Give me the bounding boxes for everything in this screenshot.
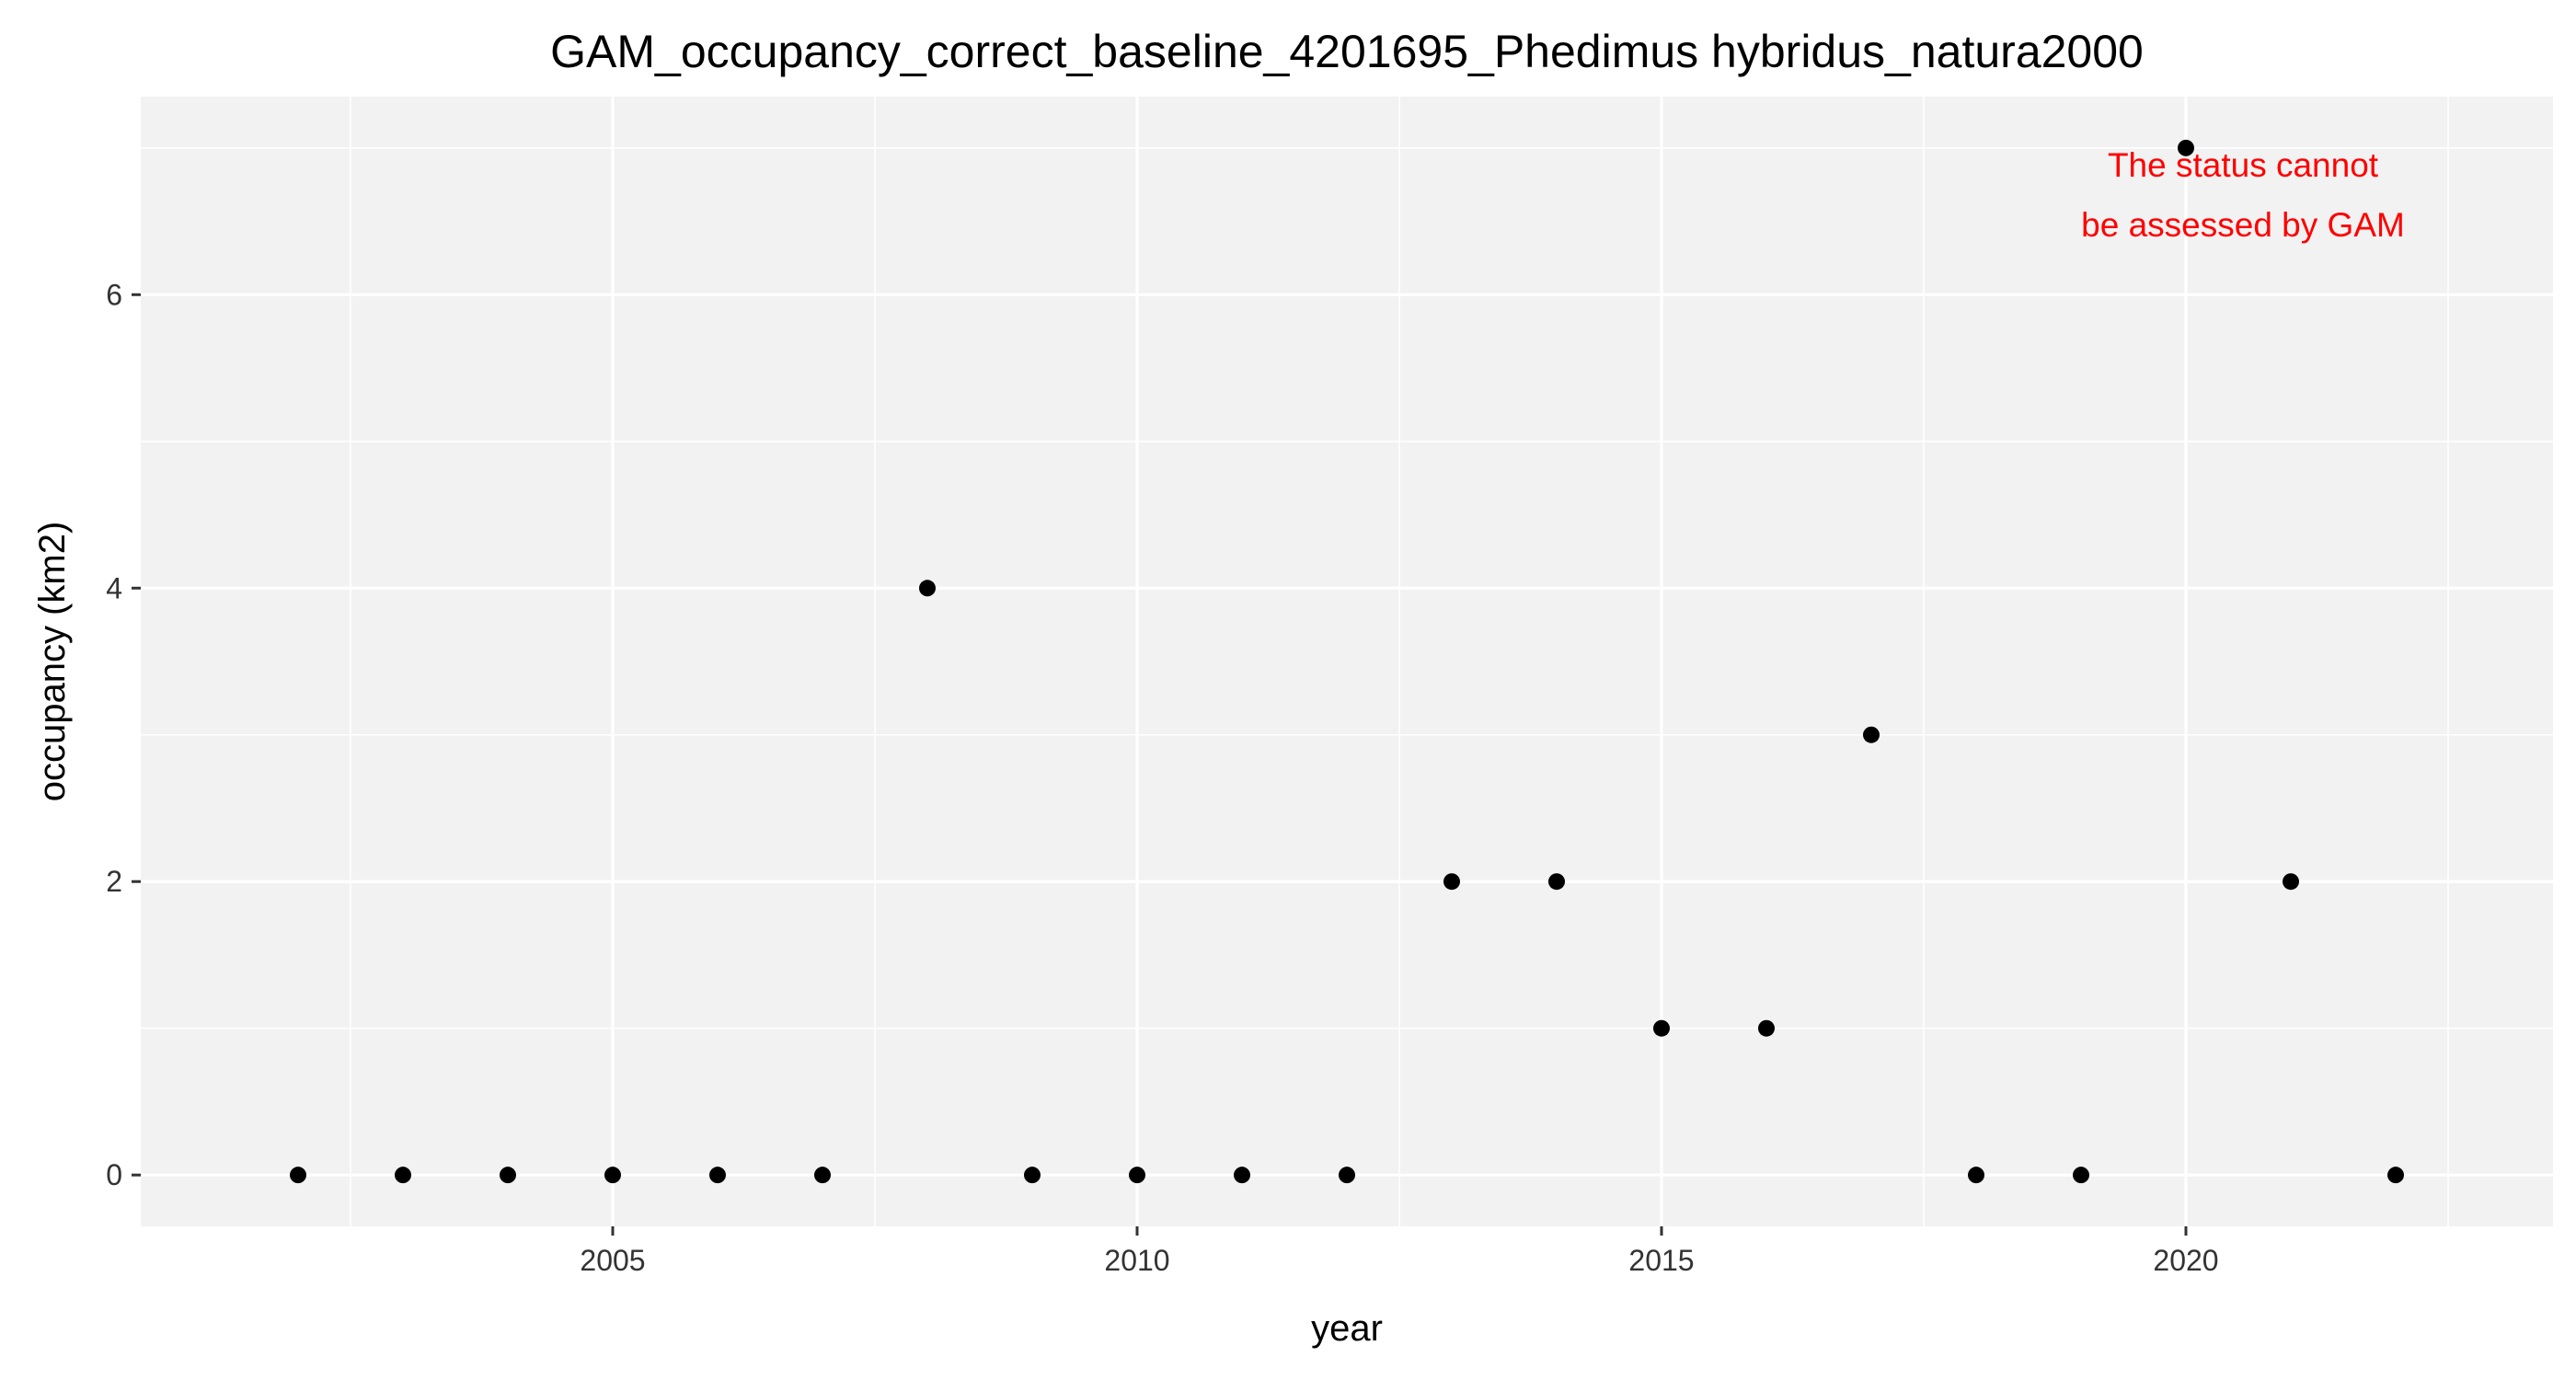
data-point xyxy=(500,1167,516,1184)
y-tick-label: 4 xyxy=(106,571,122,604)
data-point xyxy=(1548,873,1565,891)
x-tick-label: 2020 xyxy=(2153,1244,2218,1277)
plot-panel xyxy=(141,97,2553,1226)
axis-tick-labels: 2005 2010 2015 2020 0 2 4 6 xyxy=(106,278,2218,1277)
annotation: The status cannot be assessed by GAM xyxy=(2081,146,2405,244)
data-point xyxy=(1129,1167,1145,1184)
data-point xyxy=(2387,1167,2404,1184)
chart-title: GAM_occupancy_correct_baseline_4201695_P… xyxy=(550,26,2144,77)
data-point xyxy=(604,1167,621,1184)
data-point xyxy=(1234,1167,1250,1184)
x-tick-label: 2005 xyxy=(580,1244,645,1277)
x-axis-title: year xyxy=(1311,1308,1383,1349)
data-point xyxy=(814,1167,831,1184)
data-point xyxy=(1968,1167,1984,1184)
data-point xyxy=(1443,873,1460,891)
y-axis-title: occupancy (km2) xyxy=(32,522,73,802)
x-tick-label: 2010 xyxy=(1104,1244,1169,1277)
data-points xyxy=(290,139,2404,1184)
data-point xyxy=(395,1167,411,1184)
annotation-line-1: The status cannot xyxy=(2108,146,2379,184)
data-point xyxy=(2283,873,2299,891)
data-point xyxy=(1758,1019,1775,1037)
data-point xyxy=(919,580,936,597)
axis-ticks xyxy=(132,293,2188,1236)
data-point xyxy=(1863,726,1880,743)
data-point xyxy=(2178,139,2194,156)
y-tick-label: 2 xyxy=(106,865,122,898)
y-tick-label: 6 xyxy=(106,278,122,311)
data-point xyxy=(290,1167,306,1184)
x-tick-label: 2015 xyxy=(1628,1244,1694,1277)
data-point xyxy=(1339,1167,1355,1184)
annotation-line-2: be assessed by GAM xyxy=(2081,206,2405,244)
data-point xyxy=(1024,1167,1041,1184)
data-point xyxy=(709,1167,726,1184)
data-point xyxy=(2073,1167,2089,1184)
minor-gridlines xyxy=(141,97,2553,1226)
y-tick-label: 0 xyxy=(106,1158,122,1191)
data-point xyxy=(1653,1019,1670,1037)
